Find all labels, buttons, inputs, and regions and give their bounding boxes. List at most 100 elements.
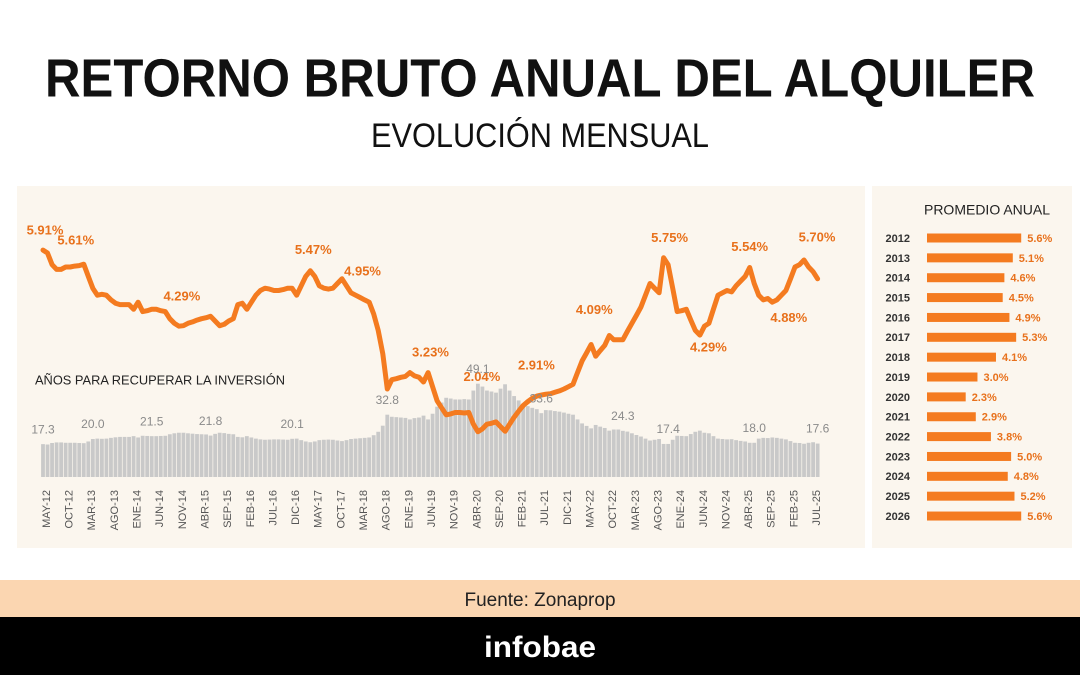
bar bbox=[927, 253, 1013, 263]
bar bbox=[145, 435, 150, 477]
x-tick-label: JUL-21 bbox=[539, 490, 551, 525]
bar-value-label: 17.4 bbox=[656, 422, 680, 436]
bar-value-label: 49.1 bbox=[466, 362, 490, 376]
bar bbox=[774, 437, 779, 477]
bar-value-label: 21.5 bbox=[140, 414, 164, 428]
bar bbox=[149, 436, 154, 477]
y-tick-label: 2013 bbox=[886, 253, 910, 265]
bar bbox=[331, 439, 335, 477]
bar bbox=[426, 419, 430, 477]
x-tick-label: MAR-18 bbox=[358, 490, 370, 530]
bar bbox=[398, 417, 403, 477]
bar-value-label: 17.3 bbox=[31, 422, 55, 436]
y-tick-label: 2021 bbox=[886, 412, 910, 424]
x-tick-label: JUN-24 bbox=[698, 490, 710, 527]
y-tick-label: 2017 bbox=[886, 332, 910, 344]
bar bbox=[81, 443, 86, 477]
bar bbox=[688, 434, 693, 477]
line-value-label: 4.09% bbox=[576, 302, 613, 317]
bar bbox=[485, 390, 489, 477]
bar bbox=[927, 312, 1010, 322]
bar bbox=[113, 437, 118, 477]
bar bbox=[589, 428, 594, 477]
bar bbox=[190, 433, 195, 477]
x-tick-label: OCT-12 bbox=[64, 490, 76, 529]
x-tick-label: ABR-20 bbox=[471, 490, 483, 529]
bar bbox=[362, 437, 367, 477]
source: Fuente: Zonaprop bbox=[464, 590, 615, 611]
bar bbox=[927, 372, 978, 382]
bar bbox=[716, 438, 720, 477]
bar bbox=[181, 432, 186, 477]
line-value-label: 4.29% bbox=[163, 289, 200, 304]
line-value-label: 4.95% bbox=[344, 264, 381, 279]
bar bbox=[439, 402, 444, 477]
bar bbox=[765, 438, 770, 477]
value-label: 4.5% bbox=[1009, 292, 1034, 304]
line-value-label: 2.04% bbox=[463, 369, 500, 384]
bar bbox=[290, 438, 295, 477]
y-tick-label: 2026 bbox=[886, 511, 910, 523]
bar bbox=[593, 424, 598, 477]
bar bbox=[806, 442, 811, 477]
bar bbox=[99, 438, 104, 477]
bar bbox=[367, 437, 372, 477]
bar bbox=[222, 433, 227, 477]
bar bbox=[729, 439, 734, 477]
line-value-label: 4.88% bbox=[770, 310, 807, 325]
x-tick-label: AGO-18 bbox=[381, 490, 393, 530]
x-tick-label: MAY-22 bbox=[585, 490, 597, 528]
bar bbox=[213, 433, 218, 477]
x-tick-label: FEB-21 bbox=[517, 490, 529, 527]
bar bbox=[598, 426, 603, 477]
bar bbox=[720, 439, 725, 477]
bar bbox=[118, 436, 122, 477]
bar bbox=[743, 441, 748, 477]
bar bbox=[263, 439, 267, 477]
bar bbox=[317, 440, 322, 477]
y-tick-label: 2015 bbox=[886, 292, 910, 304]
bar bbox=[154, 436, 159, 477]
value-label: 4.6% bbox=[1010, 273, 1035, 285]
source-band bbox=[0, 580, 1080, 617]
bar bbox=[607, 430, 612, 477]
x-tick-label: ABR-15 bbox=[199, 490, 211, 529]
bar bbox=[240, 437, 245, 477]
bar bbox=[349, 439, 353, 477]
bar-value-label: 32.8 bbox=[376, 393, 400, 407]
x-tick-label: JUL-25 bbox=[811, 490, 823, 525]
bar bbox=[109, 437, 113, 477]
bar bbox=[684, 436, 689, 477]
bar bbox=[344, 440, 349, 477]
value-label: 4.1% bbox=[1002, 352, 1027, 364]
bar bbox=[734, 440, 738, 477]
value-label: 5.6% bbox=[1027, 233, 1052, 245]
bar bbox=[408, 419, 412, 477]
bar bbox=[63, 442, 68, 477]
bar bbox=[353, 438, 358, 477]
bar bbox=[421, 415, 426, 477]
subtitle: EVOLUCIÓN MENSUAL bbox=[371, 117, 709, 155]
bar bbox=[249, 437, 254, 477]
bar bbox=[77, 442, 82, 477]
x-tick-label: NOV-19 bbox=[449, 490, 461, 529]
x-tick-label: DIC-21 bbox=[562, 490, 574, 525]
bar bbox=[927, 293, 1003, 303]
bar bbox=[435, 406, 440, 477]
bar bbox=[784, 439, 788, 477]
value-label: 4.8% bbox=[1014, 471, 1039, 483]
y-tick-label: 2022 bbox=[886, 432, 910, 444]
bar-value-label: 24.3 bbox=[611, 409, 635, 423]
bar bbox=[312, 441, 317, 477]
bar bbox=[471, 390, 476, 477]
bar bbox=[204, 434, 208, 477]
bar bbox=[525, 406, 530, 477]
bar bbox=[679, 435, 684, 477]
bar bbox=[756, 438, 761, 477]
bar bbox=[267, 439, 272, 477]
x-tick-label: NOV-24 bbox=[720, 490, 732, 529]
bar bbox=[697, 430, 702, 477]
bar bbox=[358, 438, 362, 477]
y-tick-label: 2019 bbox=[886, 372, 910, 384]
bar bbox=[543, 410, 548, 477]
